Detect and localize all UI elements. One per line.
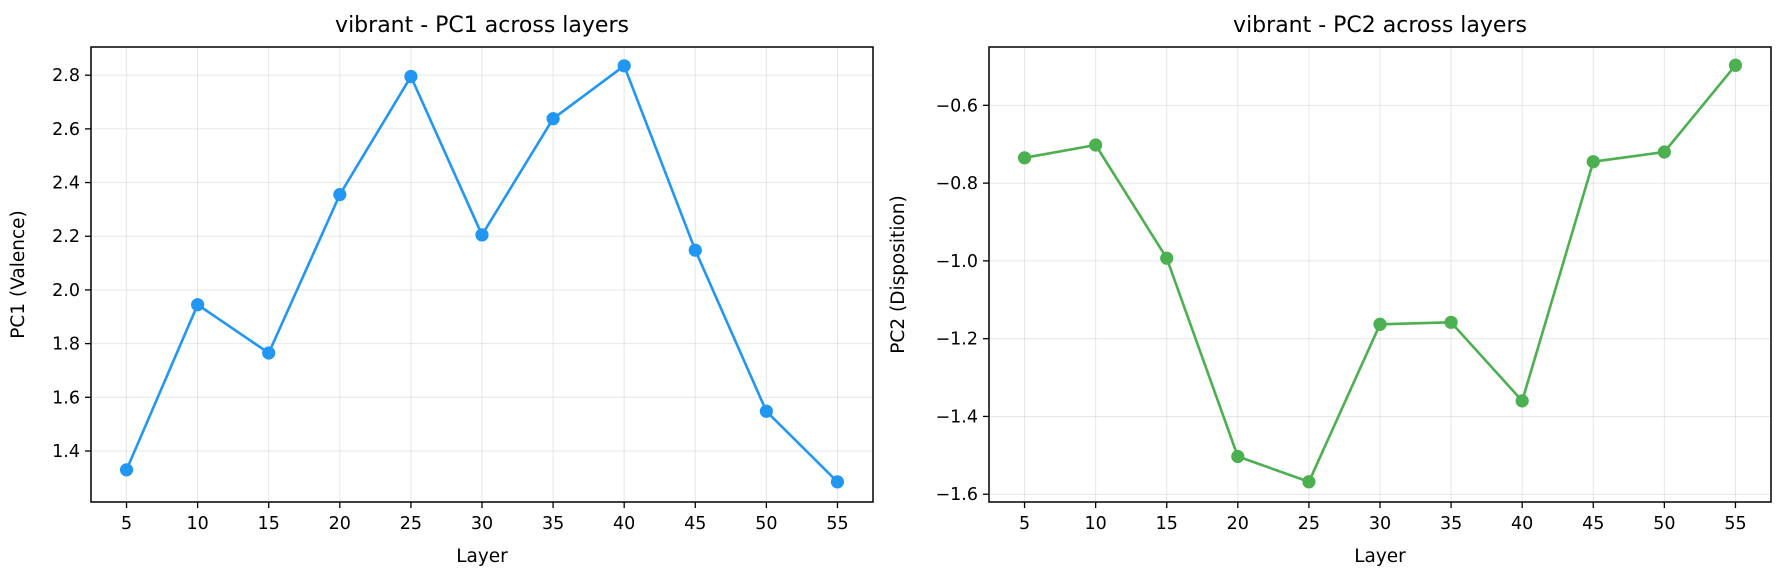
- x-tick-label: 20: [1227, 514, 1249, 534]
- y-tick-label: 1.8: [52, 335, 80, 355]
- data-point: [404, 69, 418, 84]
- x-tick-label: 25: [1298, 514, 1320, 534]
- data-point: [1231, 449, 1245, 464]
- chart-title: vibrant - PC1 across layers: [335, 13, 629, 38]
- data-point: [830, 475, 845, 489]
- y-tick-label: −1.2: [936, 330, 979, 350]
- data-point: [475, 228, 489, 242]
- x-tick-label: 45: [684, 514, 706, 534]
- x-tick-label: 55: [826, 514, 848, 534]
- y-tick-label: −1.4: [936, 407, 979, 427]
- x-tick-label: 5: [1019, 514, 1030, 534]
- x-tick-label: 45: [1582, 514, 1604, 534]
- data-point: [1728, 58, 1743, 72]
- chart-title: vibrant - PC2 across layers: [1233, 13, 1527, 38]
- x-tick-label: 50: [755, 514, 777, 534]
- y-axis-label: PC2 (Disposition): [888, 195, 909, 353]
- x-tick-label: 55: [1724, 514, 1746, 534]
- data-point: [1089, 138, 1103, 152]
- x-tick-label: 40: [613, 514, 635, 534]
- data-point: [546, 112, 560, 126]
- y-tick-label: 2.4: [52, 174, 80, 194]
- data-point: [617, 59, 631, 73]
- y-tick-label: 2.0: [52, 281, 80, 301]
- x-tick-label: 25: [400, 514, 422, 534]
- x-tick-label: 35: [1440, 514, 1462, 534]
- y-tick-label: 2.2: [52, 227, 80, 247]
- data-point: [1160, 251, 1174, 265]
- x-tick-label: 35: [542, 514, 564, 534]
- chart-panel-1: 5 10 15 20 25 30 35 40 45 50 55 1.4 1.6 1.8 2.0 2.2 2.4 2…: [8, 13, 874, 567]
- x-tick-label: 50: [1653, 514, 1675, 534]
- y-tick-label: −0.6: [936, 96, 979, 116]
- chart-panel-2: 5 10 15 20 25 30 35 40 45 50 55 −1.6 −1.4 −1.2 −1.0 −0.…: [888, 13, 1772, 567]
- data-point: [1302, 475, 1316, 489]
- data-point: [759, 404, 773, 418]
- x-tick-label: 40: [1511, 514, 1533, 534]
- data-point: [1586, 155, 1600, 169]
- y-tick-label: −0.8: [936, 174, 979, 194]
- data-point: [1515, 394, 1529, 408]
- x-tick-label: 5: [121, 514, 132, 534]
- data-point: [119, 463, 134, 477]
- data-point: [262, 346, 276, 360]
- data-point: [333, 188, 347, 202]
- y-tick-label: 2.6: [52, 120, 80, 140]
- y-tick-label: −1.0: [936, 252, 979, 272]
- y-tick-label: 2.8: [52, 66, 80, 86]
- y-axis-label: PC1 (Valence): [8, 210, 29, 339]
- x-tick-label: 30: [1369, 514, 1391, 534]
- x-tick-label: 10: [186, 514, 208, 534]
- data-point: [191, 298, 205, 312]
- x-axis-label: Layer: [456, 546, 508, 567]
- data-point: [1373, 317, 1387, 331]
- x-tick-label: 10: [1084, 514, 1106, 534]
- data-point: [1444, 315, 1458, 329]
- x-tick-label: 15: [258, 514, 280, 534]
- y-tick-label: −1.6: [936, 485, 979, 505]
- data-point: [1017, 151, 1032, 165]
- x-tick-label: 15: [1156, 514, 1178, 534]
- x-tick-label: 20: [329, 514, 351, 534]
- y-tick-label: 1.6: [52, 388, 80, 408]
- data-point: [1657, 145, 1671, 159]
- x-tick-label: 30: [471, 514, 493, 534]
- data-point: [688, 243, 702, 257]
- x-axis-label: Layer: [1354, 546, 1406, 567]
- y-tick-label: 1.4: [52, 442, 80, 462]
